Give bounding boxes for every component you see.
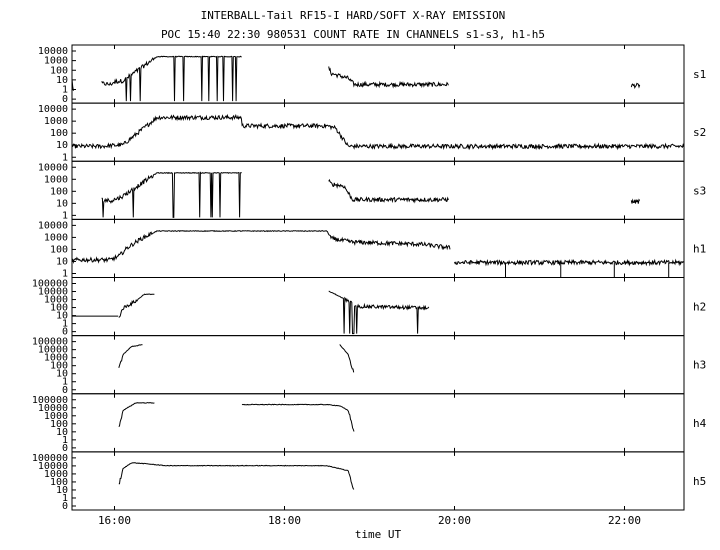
panel-frame (71, 218, 685, 278)
series-name: s1 (693, 68, 706, 81)
y-tick-label: 100 (50, 303, 68, 314)
x-tick-label: 16:00 (98, 514, 131, 527)
series-line-s3 (630, 198, 641, 204)
y-tick-label: 10 (56, 311, 68, 322)
x-axis: 16:00 18:00 20:00 22:00 (98, 514, 641, 527)
y-tick-label: 100 (50, 128, 68, 139)
series-line-s2 (72, 113, 685, 151)
y-tick-label: 100000 (32, 279, 68, 290)
y-tick-label: 1 (62, 435, 68, 446)
y-tick-label: 1000 (44, 411, 68, 422)
y-tick-label: 1000 (44, 469, 68, 480)
series-line-s1 (630, 82, 641, 90)
y-tick-label: 100000 (32, 337, 68, 348)
y-tick-label: 100 (50, 186, 68, 197)
series-line-h3 (339, 344, 355, 373)
series-line-h4 (118, 402, 155, 427)
y-tick-label: 1 (62, 210, 68, 221)
y-tick-label: 1000 (44, 56, 68, 67)
series-line-s1 (71, 79, 74, 91)
y-tick-label: 100 (50, 477, 68, 488)
y-tick-label: 0 (62, 443, 68, 454)
y-tick-label: 100 (50, 419, 68, 430)
y-tick-label: 1 (62, 269, 68, 280)
series-name: h5 (693, 475, 706, 488)
y-tick-label: 10000 (38, 287, 68, 298)
y-tick-label: 10 (56, 75, 68, 86)
series-line-h5 (118, 462, 355, 490)
y-tick-label: 10000 (38, 104, 68, 115)
y-tick-label: 1 (62, 85, 68, 96)
y-tick-label: 100000 (32, 395, 68, 406)
series-line-s1 (328, 66, 449, 89)
series-line-s3 (101, 171, 242, 218)
y-tick-label: 1 (62, 319, 68, 330)
y-tick-label: 10000 (38, 461, 68, 472)
series-line-h1 (71, 230, 451, 265)
y-tick-label: 0 (62, 385, 68, 396)
y-tick-label: 10 (56, 485, 68, 496)
y-tick-label: 10 (56, 256, 68, 267)
y-tick-label: 1000 (44, 232, 68, 243)
x-tick-label: 22:00 (608, 514, 641, 527)
y-tick-label: 0 (62, 327, 68, 338)
y-tick-label: 10000 (38, 46, 68, 57)
y-tick-label: 10000 (38, 162, 68, 173)
y-tick-label: 1000 (44, 116, 68, 127)
series-name: s3 (693, 184, 706, 197)
x-tick-label: 20:00 (438, 514, 471, 527)
panels: 1000010001001010s1100001000100101s210000… (32, 44, 707, 512)
series-name: s2 (693, 126, 706, 139)
y-tick-label: 100 (50, 65, 68, 76)
y-tick-label: 100 (50, 244, 68, 255)
y-tick-label: 1 (62, 152, 68, 163)
y-tick-label: 100 (50, 361, 68, 372)
series-line-s3 (328, 178, 449, 204)
y-tick-label: 10 (56, 198, 68, 209)
y-tick-label: 10 (56, 369, 68, 380)
y-tick-label: 0 (62, 94, 68, 105)
series-line-h4 (241, 403, 355, 432)
y-tick-label: 1000 (44, 174, 68, 185)
y-tick-label: 1 (62, 377, 68, 388)
panel-frame (71, 160, 685, 220)
series-name: h4 (693, 417, 707, 430)
series-line-h1 (454, 258, 684, 267)
y-tick-label: 100000 (32, 453, 68, 464)
panel-frame (71, 44, 685, 104)
y-tick-label: 0 (62, 501, 68, 512)
y-tick-label: 1 (62, 493, 68, 504)
series-name: h1 (693, 242, 706, 255)
x-tick-label: 18:00 (268, 514, 301, 527)
series-line-h2 (328, 290, 430, 335)
series-name: h2 (693, 301, 706, 314)
series-name: h3 (693, 359, 706, 372)
y-tick-label: 10000 (38, 345, 68, 356)
series-line-h2 (118, 293, 155, 318)
series-line-s1 (101, 55, 242, 102)
y-tick-label: 1000 (44, 353, 68, 364)
series-line-h3 (118, 344, 143, 368)
y-tick-label: 10000 (38, 220, 68, 231)
panel-frame (71, 451, 685, 511)
y-tick-label: 1000 (44, 295, 68, 306)
panel-frame (71, 393, 685, 453)
chart-subtitle: POC 15:40 22:30 980531 COUNT RATE IN CHA… (161, 28, 545, 41)
panel-frame (71, 102, 685, 162)
y-tick-label: 10000 (38, 403, 68, 414)
y-tick-label: 10 (56, 140, 68, 151)
chart-title: INTERBALL-Tail RF15-I HARD/SOFT X-RAY EM… (201, 9, 506, 22)
y-tick-label: 10 (56, 427, 68, 438)
x-axis-label: time UT (355, 528, 402, 541)
panel-frame (71, 335, 685, 395)
